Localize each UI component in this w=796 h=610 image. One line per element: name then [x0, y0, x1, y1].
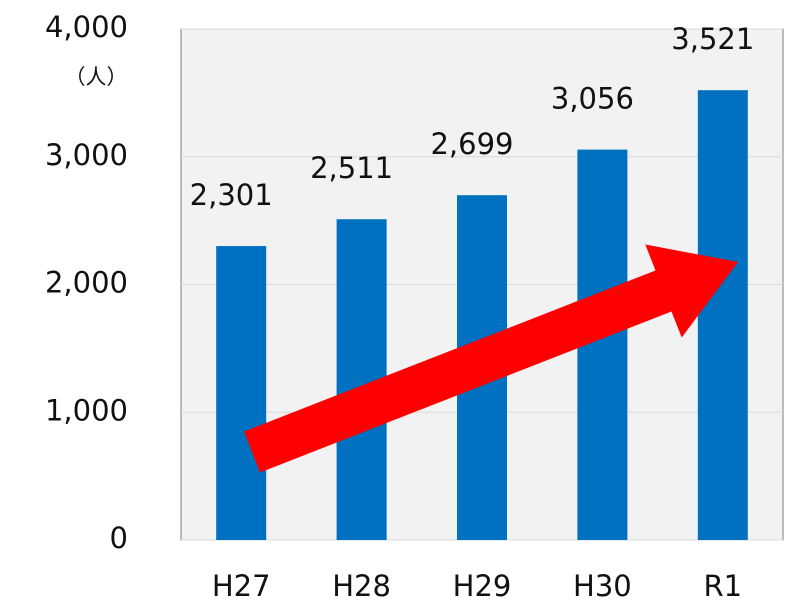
bar: [216, 246, 267, 541]
unit-label: （人）: [65, 65, 128, 89]
y-tick-label: 0: [110, 521, 128, 555]
trend-arrow: [244, 244, 738, 473]
data-label: 3,521: [671, 22, 754, 56]
y-tick-label: 3,000: [45, 138, 128, 172]
x-tick-label: H28: [332, 569, 391, 603]
data-label: 2,699: [430, 127, 513, 161]
bar: [697, 90, 748, 540]
y-tick-label: 4,000: [45, 10, 128, 44]
x-tick-label: H27: [212, 569, 271, 603]
x-tick-label: H29: [453, 569, 512, 603]
x-tick-label: H30: [573, 569, 632, 603]
data-label: 2,511: [310, 151, 393, 185]
data-label: 2,301: [190, 178, 273, 212]
x-tick-label: R1: [703, 569, 742, 603]
y-tick-label: 2,000: [45, 266, 128, 300]
y-tick-label: 1,000: [45, 393, 128, 427]
bars: [216, 90, 748, 541]
data-label: 3,056: [551, 82, 634, 116]
